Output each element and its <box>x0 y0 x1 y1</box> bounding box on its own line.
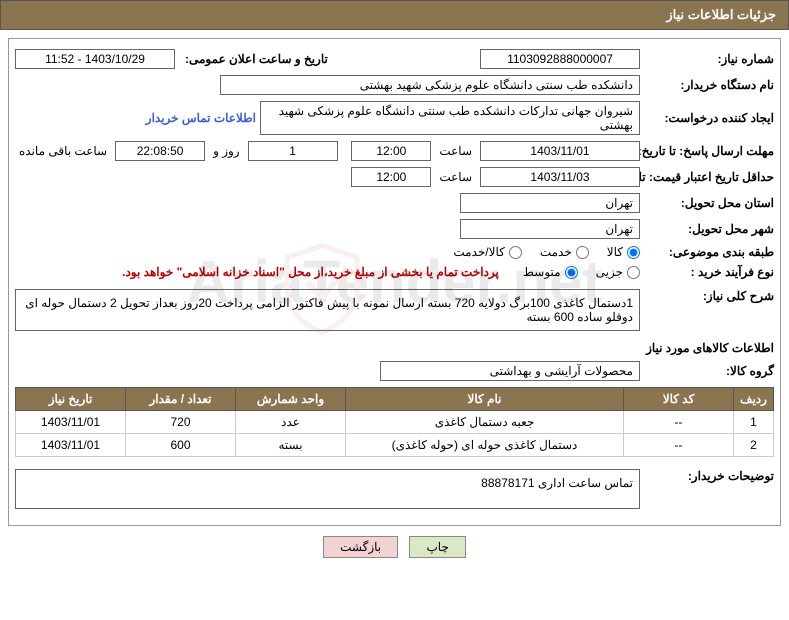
table-cell: جعبه دستمال کاغذی <box>346 411 624 434</box>
table-cell: 600 <box>126 434 236 457</box>
day-word: روز و <box>209 144 244 158</box>
table-cell: 2 <box>734 434 774 457</box>
days-remain-field: 1 <box>248 141 338 161</box>
back-button[interactable]: بازگشت <box>323 536 398 558</box>
deadline-date-field: 1403/11/01 <box>480 141 640 161</box>
table-cell: عدد <box>236 411 346 434</box>
main-panel: AriaTender.net شماره نیاز: 1103092888000… <box>8 38 781 526</box>
city-field: تهران <box>460 219 640 239</box>
requester-label: ایجاد کننده درخواست: <box>644 111 774 125</box>
process-radio-group: جزیی متوسط <box>523 265 640 279</box>
requester-field: شیروان جهانی تدارکات دانشکده طب سنتی دان… <box>260 101 640 135</box>
table-header: ردیف <box>734 388 774 411</box>
process-note: پرداخت تمام یا بخشی از مبلغ خرید،از محل … <box>122 265 499 279</box>
buyer-org-label: نام دستگاه خریدار: <box>644 78 774 92</box>
radio-medium-input[interactable] <box>565 266 578 279</box>
table-header: تاریخ نیاز <box>16 388 126 411</box>
need-number-field: 1103092888000007 <box>480 49 640 69</box>
table-cell: 1 <box>734 411 774 434</box>
page-header: جزئیات اطلاعات نیاز <box>0 0 789 30</box>
buyer-note-label: توضیحات خریدار: <box>644 469 774 483</box>
radio-both-input[interactable] <box>509 246 522 259</box>
table-cell: دستمال کاغذی حوله ای (حوله کاغذی) <box>346 434 624 457</box>
validity-date-field: 1403/11/03 <box>480 167 640 187</box>
page-title: جزئیات اطلاعات نیاز <box>666 7 776 22</box>
city-label: شهر محل تحویل: <box>644 222 774 236</box>
validity-label: حداقل تاریخ اعتبار قیمت: تا تاریخ: <box>644 170 774 184</box>
print-button[interactable]: چاپ <box>409 536 465 558</box>
contact-link[interactable]: اطلاعات تماس خریدار <box>146 111 256 125</box>
group-label: گروه کالا: <box>644 364 774 378</box>
general-desc-label: شرح کلی نیاز: <box>644 289 774 303</box>
remain-label: ساعت باقی مانده <box>15 144 111 158</box>
countdown-field: 22:08:50 <box>115 141 205 161</box>
buyer-note-box: تماس ساعت اداری 88878171 <box>15 469 640 509</box>
category-label: طبقه بندی موضوعی: <box>644 245 774 259</box>
deadline-time-field: 12:00 <box>351 141 431 161</box>
table-cell: -- <box>624 434 734 457</box>
radio-service-input[interactable] <box>576 246 589 259</box>
button-row: چاپ بازگشت <box>0 536 789 558</box>
table-cell: 1403/11/01 <box>16 434 126 457</box>
items-table: ردیفکد کالانام کالاواحد شمارشتعداد / مقد… <box>15 387 774 457</box>
radio-service[interactable]: خدمت <box>540 245 589 259</box>
province-label: استان محل تحویل: <box>644 196 774 210</box>
announce-label: تاریخ و ساعت اعلان عمومی: <box>179 52 328 66</box>
time-word-1: ساعت <box>435 144 476 158</box>
radio-partial-input[interactable] <box>627 266 640 279</box>
category-radio-group: کالا خدمت کالا/خدمت <box>453 245 640 259</box>
need-number-label: شماره نیاز: <box>644 52 774 66</box>
table-row: 2--دستمال کاغذی حوله ای (حوله کاغذی)بسته… <box>16 434 774 457</box>
radio-partial[interactable]: جزیی <box>596 265 640 279</box>
table-cell: 720 <box>126 411 236 434</box>
radio-goods-input[interactable] <box>627 246 640 259</box>
general-desc-box: 1دستمال کاغذی 100برگ دولایه 720 بسته ارس… <box>15 289 640 331</box>
time-word-2: ساعت <box>435 170 476 184</box>
radio-medium[interactable]: متوسط <box>523 265 578 279</box>
process-label: نوع فرآیند خرید : <box>644 265 774 279</box>
table-header: کد کالا <box>624 388 734 411</box>
radio-both[interactable]: کالا/خدمت <box>453 245 521 259</box>
announce-field: 1403/10/29 - 11:52 <box>15 49 175 69</box>
table-cell: -- <box>624 411 734 434</box>
province-field: تهران <box>460 193 640 213</box>
deadline-label: مهلت ارسال پاسخ: تا تاریخ: <box>644 144 774 158</box>
table-header: تعداد / مقدار <box>126 388 236 411</box>
items-section-title: اطلاعات کالاهای مورد نیاز <box>15 341 774 355</box>
buyer-org-field: دانشکده طب سنتی دانشگاه علوم پزشکی شهید … <box>220 75 640 95</box>
table-header: نام کالا <box>346 388 624 411</box>
group-field: محصولات آرایشی و بهداشتی <box>380 361 640 381</box>
validity-time-field: 12:00 <box>351 167 431 187</box>
radio-goods[interactable]: کالا <box>607 245 640 259</box>
table-cell: بسته <box>236 434 346 457</box>
table-cell: 1403/11/01 <box>16 411 126 434</box>
table-header: واحد شمارش <box>236 388 346 411</box>
table-row: 1--جعبه دستمال کاغذیعدد7201403/11/01 <box>16 411 774 434</box>
